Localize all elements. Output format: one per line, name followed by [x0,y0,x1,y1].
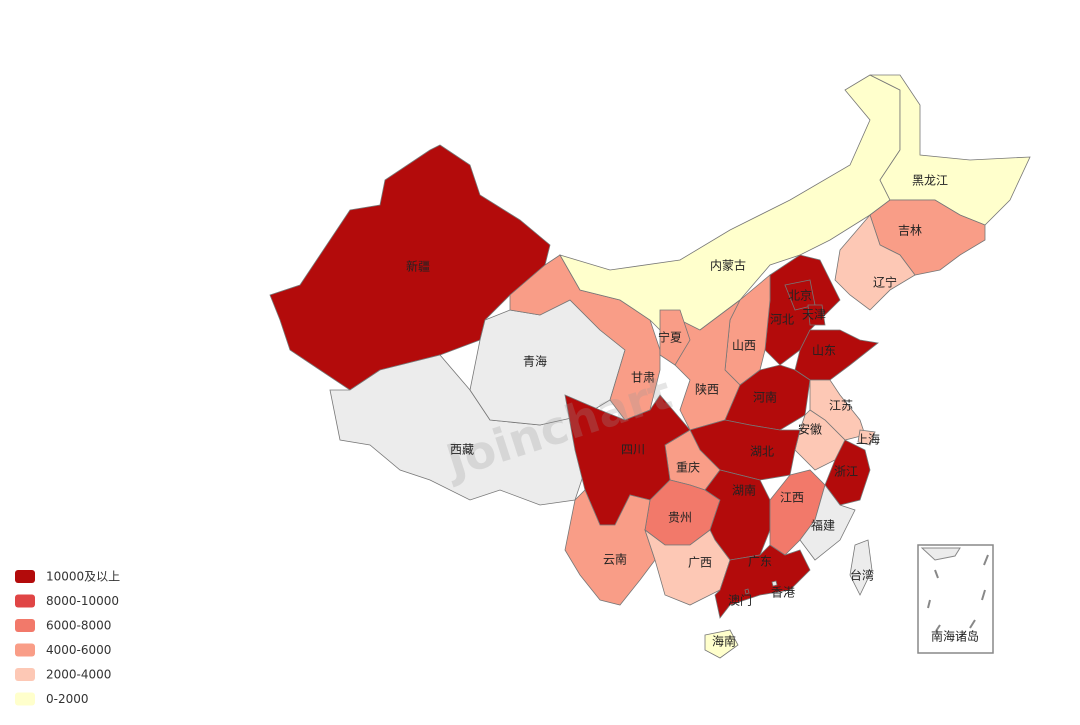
region-label: 安徽 [798,422,822,437]
region [771,580,778,587]
region [807,304,826,326]
region [269,144,551,391]
region-label: 甘肃 [631,371,655,385]
legend-label: 4000-6000 [46,643,111,657]
region-label: 江苏 [829,399,853,413]
region-label: 山西 [732,339,756,353]
region-label: 河南 [753,390,777,405]
region-label: 云南 [603,552,627,567]
legend-swatch [15,692,35,706]
region-label: 澳门 [728,593,752,608]
region-label: 新疆 [406,259,430,274]
region [704,629,739,659]
legend-label: 10000及以上 [46,570,120,584]
region-label: 四川 [621,443,645,457]
legend-label: 0-2000 [46,692,89,706]
region-label: 吉林 [898,224,922,238]
region-label: 宁夏 [658,330,682,345]
inset-dashes [927,554,989,632]
region-label: 山东 [812,344,836,358]
region [329,354,586,506]
region-label: 贵州 [668,511,692,525]
inset-land [920,547,961,561]
region-label: 辽宁 [873,275,897,290]
legend-swatch [15,619,35,632]
region [834,214,916,311]
region-label: 河北 [770,313,794,327]
legend-swatch [15,594,35,608]
region-label: 广东 [748,555,772,569]
region-label: 湖南 [732,483,756,498]
legend-label: 6000-8000 [46,619,111,633]
legend-label: 2000-4000 [46,668,111,682]
region-label: 天津 [802,308,826,322]
region [744,588,750,595]
region-label: 上海 [856,432,880,447]
region-label: 北京 [788,289,812,303]
inset-frame [917,544,994,654]
region-label: 湖北 [750,444,774,459]
region [849,539,873,596]
region-label: 青海 [523,354,547,369]
region [857,429,876,446]
region-label: 黑龙江 [912,174,948,188]
region-label: 广西 [688,556,712,570]
region-label: 福建 [811,518,835,533]
legend-swatch [15,570,35,583]
inset-label: 南海诸岛 [931,629,979,644]
region-label: 内蒙古 [710,258,746,273]
legend-swatch [15,668,35,681]
region-label: 江西 [780,491,804,505]
region-label: 香港 [771,586,795,600]
region-label: 陕西 [695,382,719,397]
region-label: 重庆 [676,461,700,475]
legend-label: 8000-10000 [46,594,119,608]
legend: 10000及以上 8000-10000 6000-8000 4000-6000 2000… [15,570,120,706]
region-label: 台湾 [850,568,874,583]
region [659,309,691,366]
region-label: 浙江 [834,465,858,479]
legend-swatch [15,643,35,657]
region [799,484,856,561]
region-label: 西藏 [450,443,474,457]
region [794,329,879,381]
region-label: 海南 [712,634,736,649]
south-sea-inset: 南海诸岛 [917,544,994,654]
region [714,544,811,619]
regions [269,74,1031,659]
